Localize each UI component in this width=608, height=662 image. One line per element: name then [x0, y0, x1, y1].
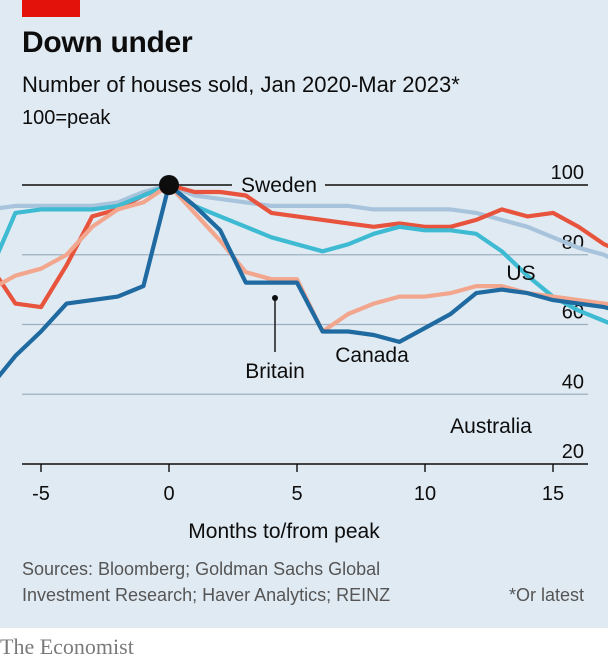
series-line-us: [0, 182, 608, 310]
x-axis-title: Months to/from peak: [188, 520, 380, 543]
x-tick-label-10: 10: [414, 483, 436, 505]
series-line-australia: [0, 182, 608, 379]
y-tick-label-40: 40: [562, 371, 584, 393]
source-line-2: Investment Research; Haver Analytics; RE…: [22, 585, 391, 605]
brand-red-tab: [22, 0, 80, 17]
series-label-sweden: Sweden: [241, 174, 317, 197]
y-tick-label-100: 100: [551, 162, 584, 184]
x-tick-label-15: 15: [542, 483, 564, 505]
peak-marker: [159, 175, 179, 195]
publisher-logo: The Economist: [0, 634, 134, 659]
x-tick-label-0: 0: [163, 483, 174, 505]
y-tick-label-20: 20: [562, 441, 584, 463]
series-line-canada: [0, 182, 608, 325]
series-line-sweden: [0, 182, 608, 260]
chart-subtitle: Number of houses sold, Jan 2020-Mar 2023…: [22, 72, 460, 97]
footnote: *Or latest: [508, 585, 584, 605]
source-line-1: Sources: Bloomberg; Goldman Sachs Global: [22, 559, 381, 579]
britain-callout-dot: [272, 295, 278, 301]
y-tick-label-60: 60: [562, 302, 584, 324]
series-label-canada: Canada: [335, 344, 409, 367]
chart-card: Down under Number of houses sold, Jan 20…: [0, 0, 608, 628]
series-label-britain: Britain: [245, 360, 305, 383]
x-tick-label--5: -5: [32, 483, 50, 505]
series-label-us: US: [506, 262, 535, 285]
chart-title: Down under: [22, 26, 193, 59]
series-line-britain: [0, 182, 608, 334]
series-label-australia: Australia: [450, 415, 532, 438]
chart-unit-note: 100=peak: [22, 107, 111, 129]
x-tick-label-5: 5: [291, 483, 302, 505]
